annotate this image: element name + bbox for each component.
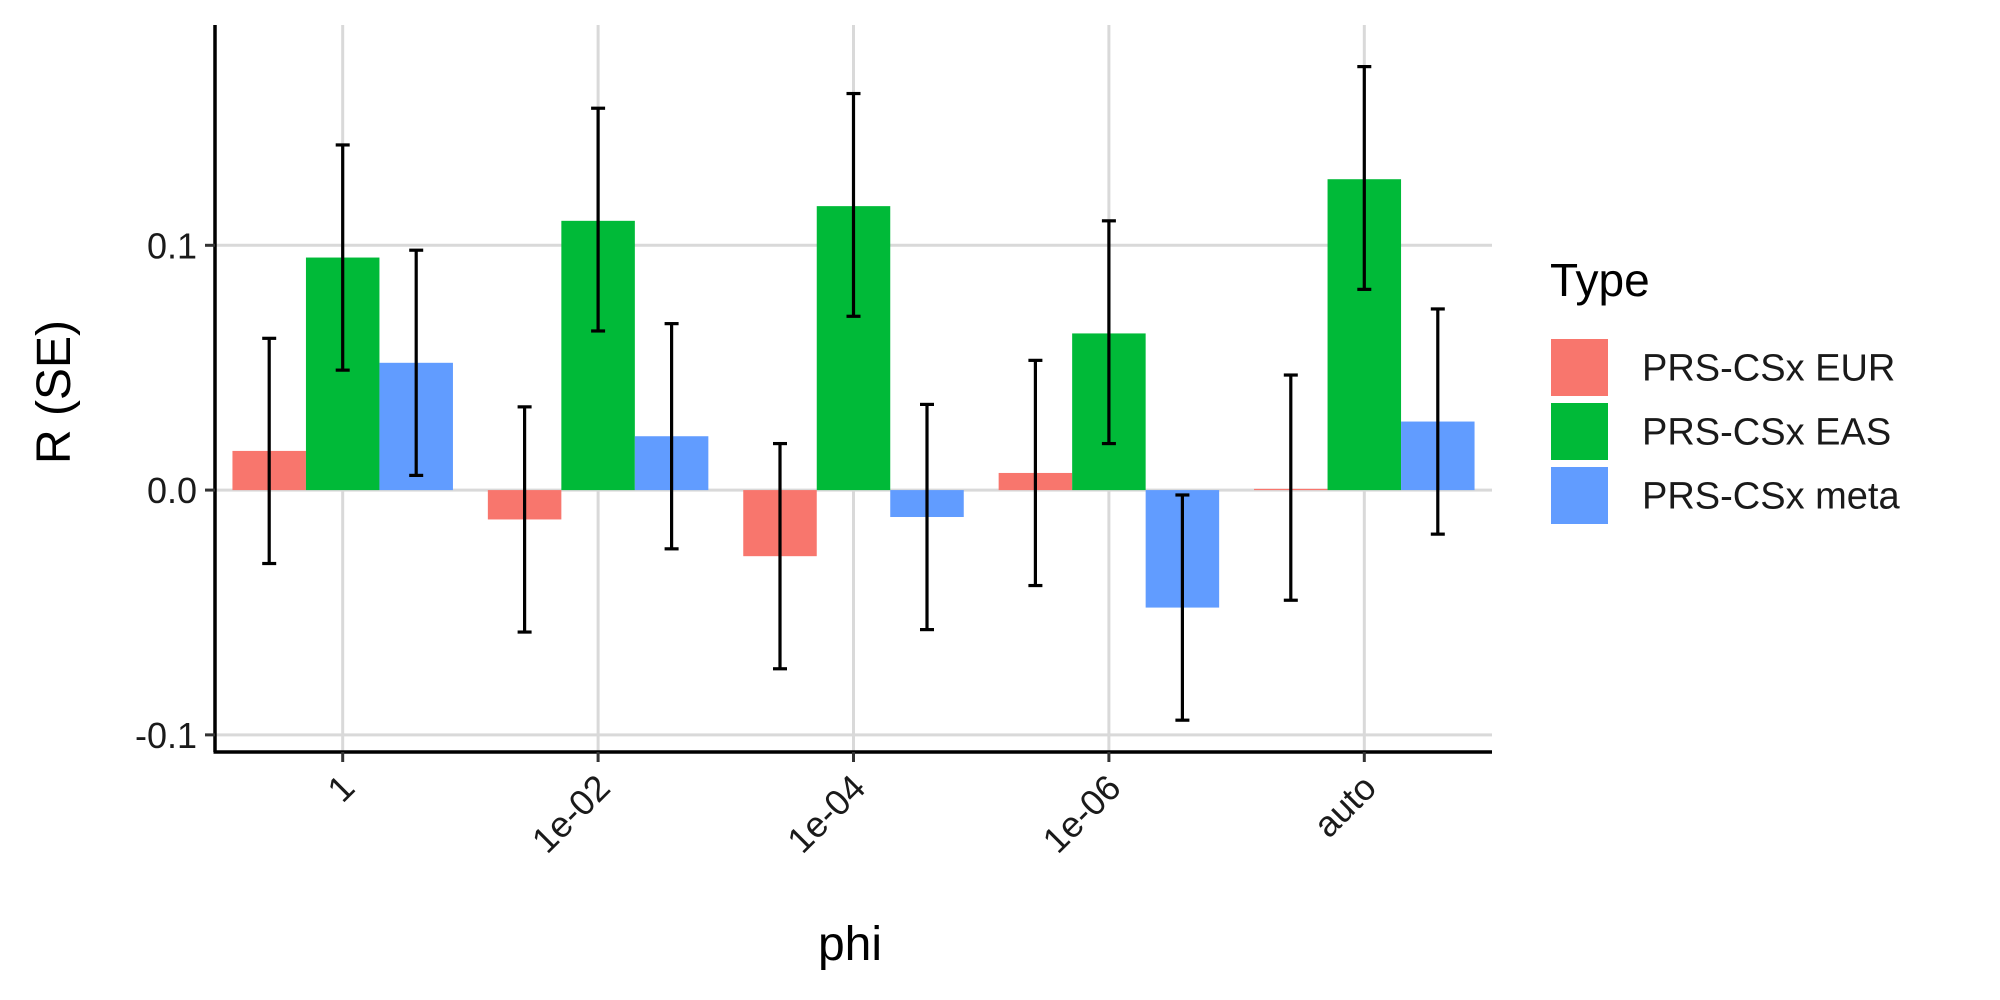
x-tick-label: 1e-04 xyxy=(779,767,873,861)
legend-key xyxy=(1551,403,1608,460)
y-axis-title: R (SE) xyxy=(28,320,81,464)
x-axis-title: phi xyxy=(818,918,882,971)
x-tick-label: 1e-06 xyxy=(1034,767,1128,861)
x-tick-label: 1e-02 xyxy=(524,767,618,861)
legend-label: PRS-CSx meta xyxy=(1642,476,1900,518)
y-tick-label: 0.0 xyxy=(147,470,197,511)
legend-title: Type xyxy=(1550,254,1650,306)
error-bar xyxy=(1101,219,1116,446)
error-bar xyxy=(409,248,424,477)
legend-items: PRS-CSx EUR PRS-CSx EAS PRS-CSx meta xyxy=(1551,339,1900,524)
error-bar xyxy=(664,322,679,551)
x-tick-label: auto xyxy=(1305,767,1384,846)
error-bar xyxy=(773,441,787,671)
error-bar xyxy=(1357,65,1372,291)
error-bar xyxy=(846,91,861,318)
legend-label: PRS-CSx EUR xyxy=(1642,348,1895,390)
error-bar xyxy=(335,143,350,372)
axes xyxy=(205,25,1492,762)
legend-item: PRS-CSx meta xyxy=(1551,467,1900,524)
error-bar xyxy=(517,405,532,634)
y-tick-label: -0.1 xyxy=(135,715,197,756)
legend: Type PRS-CSx EUR PRS-CSx EAS PRS-CSx meta xyxy=(1550,254,1900,524)
legend-label: PRS-CSx EAS xyxy=(1642,412,1891,454)
error-bar xyxy=(1283,373,1298,602)
legend-key xyxy=(1551,467,1608,524)
y-tick-label: 0.1 xyxy=(147,225,197,266)
legend-item: PRS-CSx EAS xyxy=(1551,403,1891,460)
error-bar xyxy=(262,336,277,566)
legend-item: PRS-CSx EUR xyxy=(1551,339,1895,396)
error-bars xyxy=(262,65,1445,722)
error-bar xyxy=(1430,307,1445,536)
error-bar xyxy=(1028,358,1043,588)
error-bar xyxy=(591,106,606,333)
error-bar xyxy=(1175,493,1190,722)
x-tick-label: 1 xyxy=(319,767,362,810)
error-bar xyxy=(920,402,934,632)
legend-key xyxy=(1551,339,1608,396)
